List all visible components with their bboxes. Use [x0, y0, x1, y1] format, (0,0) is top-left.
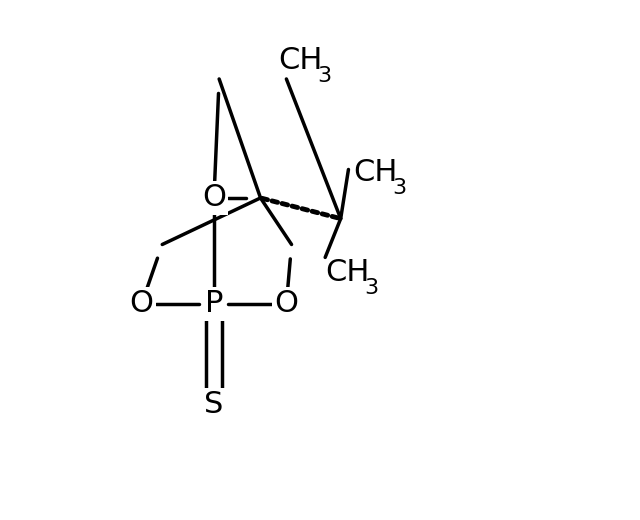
Text: 3: 3: [317, 67, 332, 86]
Text: CH: CH: [278, 46, 323, 75]
Text: CH: CH: [354, 158, 398, 187]
Text: S: S: [204, 391, 223, 419]
Text: O: O: [129, 290, 154, 318]
Text: P: P: [205, 290, 223, 318]
Text: CH: CH: [325, 258, 369, 288]
Text: O: O: [275, 290, 298, 318]
Text: O: O: [202, 184, 226, 213]
Text: 3: 3: [364, 278, 378, 298]
Text: 3: 3: [392, 178, 406, 198]
